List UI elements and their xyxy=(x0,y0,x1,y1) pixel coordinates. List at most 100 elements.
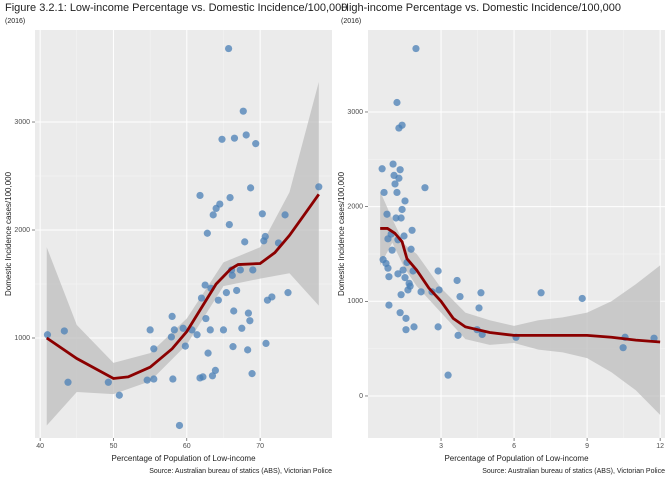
x-tick-label: 12 xyxy=(656,443,664,450)
data-point xyxy=(391,180,399,188)
x-tick-label: 60 xyxy=(183,443,191,450)
data-point xyxy=(204,349,212,357)
y-tick-label: 1000 xyxy=(14,335,30,342)
data-point xyxy=(199,373,207,381)
data-point xyxy=(412,44,420,53)
data-point xyxy=(225,44,233,53)
data-point xyxy=(402,326,410,334)
x-axis-label: Percentage of Population of Low-income xyxy=(444,454,589,463)
data-point xyxy=(238,324,246,332)
data-point xyxy=(396,166,404,174)
data-point xyxy=(175,421,184,430)
y-tick-label: 3000 xyxy=(347,109,363,116)
data-point xyxy=(475,304,483,312)
data-point xyxy=(206,326,214,334)
x-axis-label: Percentage of Population of Low-income xyxy=(111,454,256,463)
data-point xyxy=(384,264,392,272)
data-point xyxy=(244,309,252,317)
data-point xyxy=(402,314,410,322)
data-point xyxy=(396,309,404,317)
data-point xyxy=(400,232,408,240)
data-point xyxy=(261,232,269,241)
data-point xyxy=(225,221,233,229)
data-point xyxy=(435,286,443,294)
smooth-line xyxy=(380,227,661,344)
data-point xyxy=(201,281,209,289)
data-point xyxy=(397,214,405,222)
caption: Source: Australian bureau of statics (AB… xyxy=(482,468,665,475)
data-point xyxy=(395,174,403,182)
data-point xyxy=(242,131,250,139)
data-point xyxy=(150,375,158,383)
data-point xyxy=(399,266,407,274)
data-point xyxy=(378,165,386,173)
data-point xyxy=(181,342,189,350)
data-point xyxy=(397,291,405,299)
data-point xyxy=(394,270,402,278)
y-axis-label: Domestic Incidence cases/100,000 xyxy=(4,171,13,296)
chart-subtitle: (2016) xyxy=(5,18,25,25)
data-point xyxy=(247,184,255,192)
data-point xyxy=(167,333,175,341)
data-point xyxy=(401,197,409,205)
data-point xyxy=(246,317,254,325)
data-point xyxy=(169,375,177,383)
data-point xyxy=(407,245,415,253)
data-point xyxy=(252,140,260,148)
data-point xyxy=(434,323,442,331)
data-point xyxy=(64,378,72,386)
data-point xyxy=(239,107,247,115)
data-point xyxy=(196,191,204,200)
data-point xyxy=(209,211,217,219)
data-point xyxy=(170,326,178,334)
data-point xyxy=(537,289,545,297)
chart-title: Figure 3.2.1: Low-income Percentage vs. … xyxy=(5,2,347,14)
y-tick-label: 1000 xyxy=(347,298,363,305)
data-point xyxy=(406,282,414,290)
data-point xyxy=(410,323,418,331)
data-point xyxy=(434,267,442,275)
data-point xyxy=(216,200,224,208)
data-point xyxy=(233,286,241,295)
data-point xyxy=(389,160,397,168)
data-point xyxy=(168,312,176,320)
y-tick-label: 2000 xyxy=(14,227,30,234)
data-point xyxy=(454,331,462,339)
x-tick-label: 9 xyxy=(585,443,589,450)
x-tick-label: 40 xyxy=(36,443,44,450)
caption: Source: Australian bureau of statics (AB… xyxy=(149,468,332,475)
data-point xyxy=(244,346,252,354)
data-point xyxy=(398,205,406,214)
data-point xyxy=(104,378,112,386)
data-point xyxy=(268,293,276,301)
data-point xyxy=(229,343,237,351)
data-point xyxy=(453,276,461,285)
confidence-band xyxy=(380,191,661,415)
data-point xyxy=(236,266,244,274)
data-point xyxy=(228,271,236,279)
data-point xyxy=(385,273,393,281)
data-point xyxy=(60,327,68,335)
data-point xyxy=(249,266,257,274)
data-point xyxy=(258,210,266,218)
data-point xyxy=(214,296,222,304)
x-tick-label: 3 xyxy=(439,443,443,450)
y-tick-label: 3000 xyxy=(14,119,30,126)
data-point xyxy=(197,294,206,302)
data-point xyxy=(230,134,239,142)
data-point xyxy=(43,331,52,339)
y-tick-label: 0 xyxy=(359,393,363,400)
data-point xyxy=(408,226,416,234)
data-point xyxy=(398,121,406,129)
data-point xyxy=(393,188,401,197)
panel: High-income Percentage vs. Domestic Inci… xyxy=(337,2,665,475)
data-point xyxy=(388,246,396,254)
data-point xyxy=(226,194,234,202)
y-axis-label: Domestic Incidence cases/100,000 xyxy=(337,171,346,296)
data-point xyxy=(230,307,238,315)
data-point xyxy=(262,339,270,347)
data-point xyxy=(456,292,464,301)
data-point xyxy=(284,289,292,297)
data-point xyxy=(193,331,201,339)
data-point xyxy=(619,344,627,352)
